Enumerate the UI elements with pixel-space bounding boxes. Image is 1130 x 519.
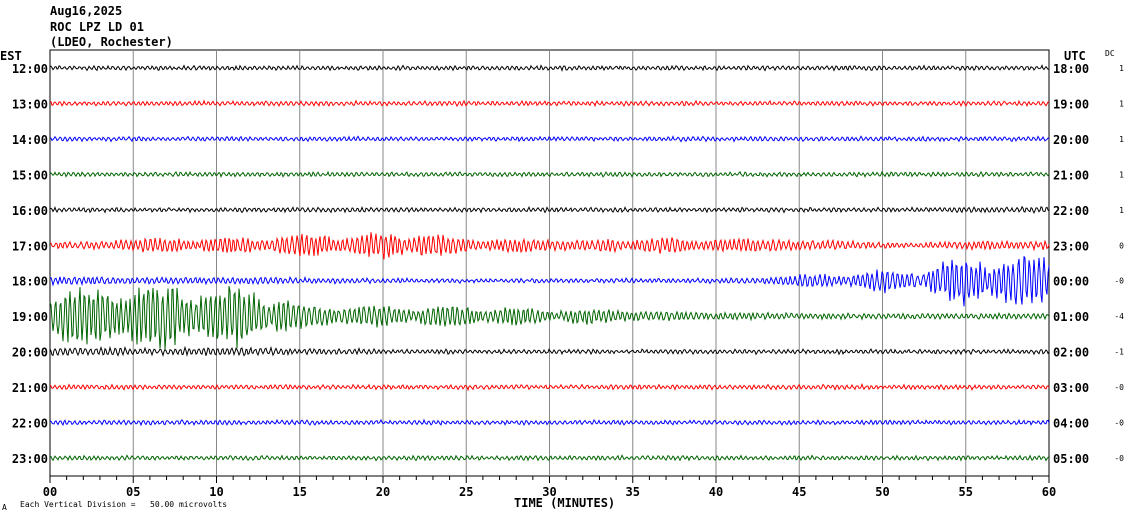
dc-offset-label: -0 [1114,419,1124,428]
corner-mark: A [2,503,7,512]
utc-axis-title: UTC [1064,49,1086,63]
utc-hour-label: 00:00 [1053,275,1089,289]
x-tick-label: 10 [209,485,223,499]
seismic-trace [49,135,1050,143]
seismic-trace [49,64,1049,72]
x-tick-label: 25 [459,485,473,499]
x-tick-label: 20 [376,485,390,499]
x-tick-label: 45 [792,485,806,499]
date-label: Aug16,2025 [50,4,122,18]
est-hour-label: 23:00 [12,452,48,466]
utc-hour-label: 23:00 [1053,239,1089,253]
seismic-trace [49,454,1050,462]
x-tick-label: 55 [959,485,973,499]
est-hour-label: 17:00 [12,239,48,253]
x-tick-label: 05 [126,485,140,499]
est-hour-label: 21:00 [12,381,48,395]
utc-hour-label: 21:00 [1053,168,1089,182]
est-hour-label: 14:00 [12,133,48,147]
est-hour-label: 22:00 [12,417,48,431]
utc-hour-label: 03:00 [1053,381,1089,395]
seismic-trace [49,256,1050,307]
utc-hour-label: 05:00 [1053,452,1089,466]
utc-hour-label: 04:00 [1053,417,1089,431]
x-tick-label: 50 [875,485,889,499]
x-tick-label: 40 [709,485,723,499]
dc-offset-label: -0 [1114,277,1124,286]
dc-offset-label: 0 [1119,241,1124,250]
utc-hour-label: 18:00 [1053,62,1089,76]
x-axis-title: TIME (MINUTES) [514,496,615,510]
scale-note: Each Vertical Division = 50.00 microvolt… [20,500,227,509]
utc-hour-label: 02:00 [1053,346,1089,360]
seismic-trace [49,99,1050,108]
x-tick-label: 00 [43,485,57,499]
dc-title: DC [1105,49,1115,58]
est-hour-label: 19:00 [12,310,48,324]
x-tick-label: 30 [542,485,556,499]
est-hour-label: 16:00 [12,204,48,218]
seismic-trace [49,382,1050,392]
dc-offset-label: -0 [1114,454,1124,463]
est-axis-title: EST [0,49,22,63]
utc-hour-label: 22:00 [1053,204,1089,218]
est-hour-label: 12:00 [12,62,48,76]
dc-offset-label: 1 [1119,135,1124,144]
est-hour-label: 18:00 [12,275,48,289]
seismic-trace [49,345,1050,357]
seismic-trace [49,170,1050,178]
est-hour-label: 15:00 [12,168,48,182]
dc-offset-label: -0 [1114,383,1124,392]
utc-hour-label: 01:00 [1053,310,1089,324]
dc-offset-label: -1 [1114,348,1124,357]
seismic-trace [49,205,1050,214]
dc-offset-label: 1 [1119,99,1124,108]
dc-offset-label: 1 [1119,170,1124,179]
seismic-trace [49,286,1050,350]
dc-offset-label: -4 [1114,312,1124,321]
x-tick-label: 60 [1042,485,1056,499]
dc-offset-label: 1 [1119,64,1124,73]
network-label: (LDEO, Rochester) [50,35,173,49]
x-tick-label: 15 [293,485,307,499]
seismic-trace [49,232,1050,260]
est-hour-label: 13:00 [12,97,48,111]
dc-offset-label: 1 [1119,206,1124,215]
utc-hour-label: 20:00 [1053,133,1089,147]
est-hour-label: 20:00 [12,346,48,360]
station-label: ROC LPZ LD 01 [50,20,144,34]
utc-hour-label: 19:00 [1053,97,1089,111]
seismic-trace [49,418,1050,427]
x-tick-label: 35 [626,485,640,499]
